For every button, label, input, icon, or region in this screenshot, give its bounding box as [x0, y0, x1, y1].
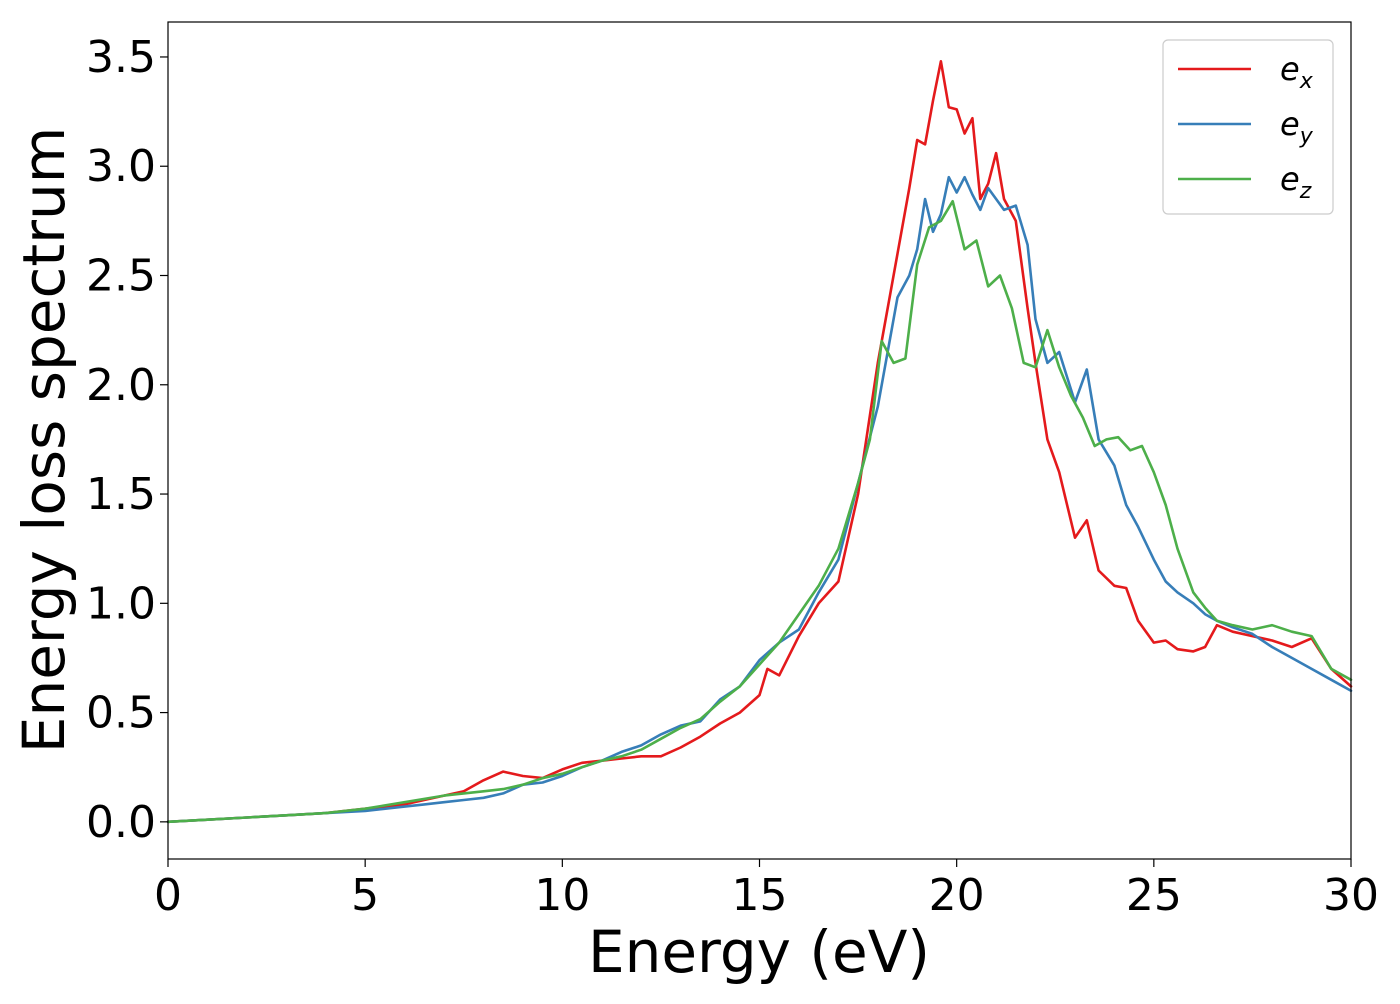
x-axis-ticks: 0 5 10 15 20 25 30 — [154, 859, 1379, 921]
y-tick-label: 2.0 — [86, 360, 156, 411]
y-tick-label: 2.5 — [86, 251, 156, 302]
x-tick-label: 10 — [534, 870, 590, 921]
x-tick-label: 30 — [1323, 870, 1379, 921]
series-line-ex — [166, 60, 1353, 824]
x-tick-label: 25 — [1126, 870, 1182, 921]
legend-label-ey: ey — [1280, 105, 1314, 149]
x-axis-label: Energy (eV) — [588, 918, 930, 986]
legend-label-ex: ex — [1280, 50, 1314, 94]
x-tick-label: 20 — [929, 870, 985, 921]
y-tick-label: 0.0 — [86, 797, 156, 848]
legend-label-ez: ez — [1280, 160, 1312, 204]
y-tick-label: 1.5 — [86, 469, 156, 520]
series-layer — [166, 60, 1353, 824]
series-line-ey — [166, 175, 1353, 824]
y-axis-ticks: 0.0 0.5 1.0 1.5 2.0 2.5 3.0 3.5 — [86, 32, 168, 848]
legend: ex ey ez — [1162, 39, 1334, 215]
y-tick-label: 3.5 — [86, 32, 156, 83]
y-tick-label: 1.0 — [86, 578, 156, 629]
x-tick-label: 0 — [154, 870, 182, 921]
x-tick-label: 15 — [732, 870, 788, 921]
legend-box — [1162, 39, 1334, 215]
y-tick-label: 3.0 — [86, 141, 156, 192]
series-line-ez — [166, 199, 1353, 824]
y-tick-label: 0.5 — [86, 688, 156, 739]
x-tick-label: 5 — [351, 870, 379, 921]
y-axis-label: Energy loss spectrum — [10, 127, 78, 753]
